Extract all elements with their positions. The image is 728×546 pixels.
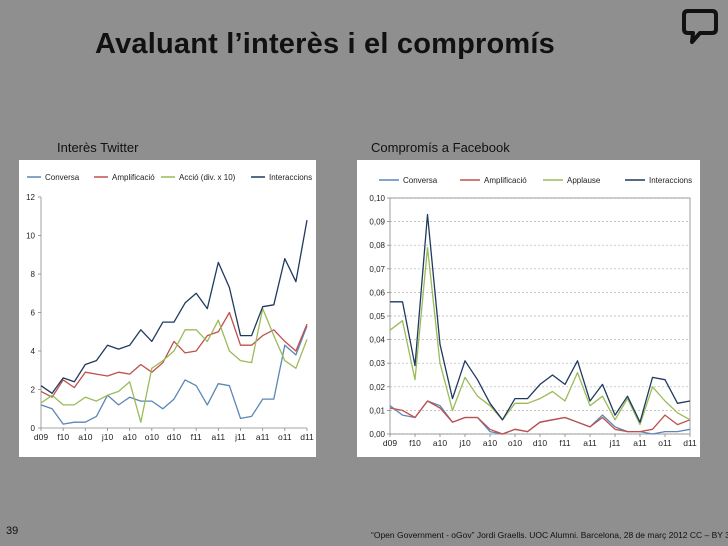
x-tick-label-22: o11 [278, 432, 292, 442]
legend: Conversa Amplificació Acció (div. x 10) Int… [27, 173, 312, 182]
facebook-panel-title: Compromís a Facebook [371, 140, 510, 155]
y-tick-label-5: 0,05 [369, 312, 385, 321]
x-tick-label-4: a10 [78, 432, 92, 442]
legend-label-1: Amplificació [484, 176, 527, 185]
legend-label-0: Conversa [45, 173, 80, 182]
legend-label-3: Interaccions [269, 173, 312, 182]
facebook-chart: Conversa Amplificació Applause Interaccions… [357, 160, 700, 457]
x-tick-label-8: a10 [123, 432, 137, 442]
y-tick-label-10: 0,10 [369, 194, 385, 203]
x-tick-label-0: d09 [383, 438, 397, 448]
y-tick-label-0: 0 [31, 424, 36, 433]
x-tick-label-14: f11 [191, 432, 202, 442]
y-tick-label-4: 0,04 [369, 336, 385, 345]
x-tick-label-20: a11 [256, 432, 270, 442]
series-line-0 [40, 325, 308, 425]
y-tick-label-7: 0,07 [369, 265, 385, 274]
series-line-3 [390, 213, 691, 423]
legend-label-1: Amplificació [112, 173, 155, 182]
x-tick-label-4: a10 [433, 438, 447, 448]
y-tick-label-6: 12 [26, 193, 35, 202]
x-tick-label-22: o11 [658, 438, 672, 448]
x-tick-label-16: a11 [212, 432, 226, 442]
x-tick-label-6: j10 [101, 432, 114, 442]
x-tick-label-24: d11 [683, 438, 697, 448]
legend: Conversa Amplificació Applause Interaccions [379, 176, 692, 185]
facebook-chart-svg: Conversa Amplificació Applause Interaccions… [369, 176, 697, 448]
twitter-chart-svg: Conversa Amplificació Acció (div. x 10) Int… [26, 173, 314, 442]
x-tick-label-18: j11 [609, 438, 621, 448]
y-tick-label-8: 0,08 [369, 241, 385, 250]
twitter-chart: Conversa Amplificació Acció (div. x 10) Int… [19, 160, 316, 457]
footer-credit: “Open Government - oGov” Jordi Graells. … [371, 530, 728, 540]
x-tick-label-16: a11 [583, 438, 597, 448]
series-line-1 [40, 311, 308, 398]
y-tick-label-6: 0,06 [369, 288, 385, 297]
y-tick-label-9: 0,09 [369, 218, 385, 227]
x-tick-label-12: d10 [167, 432, 181, 442]
x-tick-label-12: d10 [533, 438, 547, 448]
legend-label-2: Acció (div. x 10) [179, 173, 236, 182]
y-tick-label-4: 8 [31, 270, 36, 279]
x-tick-label-10: o10 [508, 438, 522, 448]
x-tick-label-18: j11 [234, 432, 246, 442]
x-tick-label-8: a10 [483, 438, 497, 448]
y-tick-label-2: 4 [31, 347, 36, 356]
series-line-2 [40, 307, 308, 423]
series-line-3 [40, 219, 308, 394]
y-tick-label-5: 10 [26, 232, 35, 241]
x-tick-label-10: o10 [145, 432, 159, 442]
y-tick-label-0: 0,00 [369, 430, 385, 439]
legend-label-0: Conversa [403, 176, 438, 185]
y-tick-label-3: 6 [31, 309, 36, 318]
series-line-1 [389, 400, 691, 435]
x-tick-label-24: d11 [300, 432, 314, 442]
legend-label-3: Interaccions [649, 176, 692, 185]
y-tick-label-1: 0,01 [369, 406, 385, 415]
series-line-2 [389, 246, 691, 426]
x-tick-label-20: a11 [633, 438, 647, 448]
x-tick-label-6: j10 [458, 438, 471, 448]
page-number: 39 [6, 525, 19, 537]
y-tick-label-3: 0,03 [369, 359, 385, 368]
x-tick-label-2: f10 [57, 432, 69, 442]
speech-bubble-icon [682, 9, 718, 44]
x-tick-label-2: f10 [409, 438, 421, 448]
slide-title: Avaluant l’interès i el compromís [95, 28, 555, 60]
x-tick-label-14: f11 [559, 438, 570, 448]
y-tick-label-2: 0,02 [369, 383, 385, 392]
x-tick-label-0: d09 [34, 432, 48, 442]
legend-label-2: Applause [567, 176, 601, 185]
y-tick-label-1: 2 [31, 386, 36, 395]
twitter-panel-title: Interès Twitter [57, 140, 139, 155]
